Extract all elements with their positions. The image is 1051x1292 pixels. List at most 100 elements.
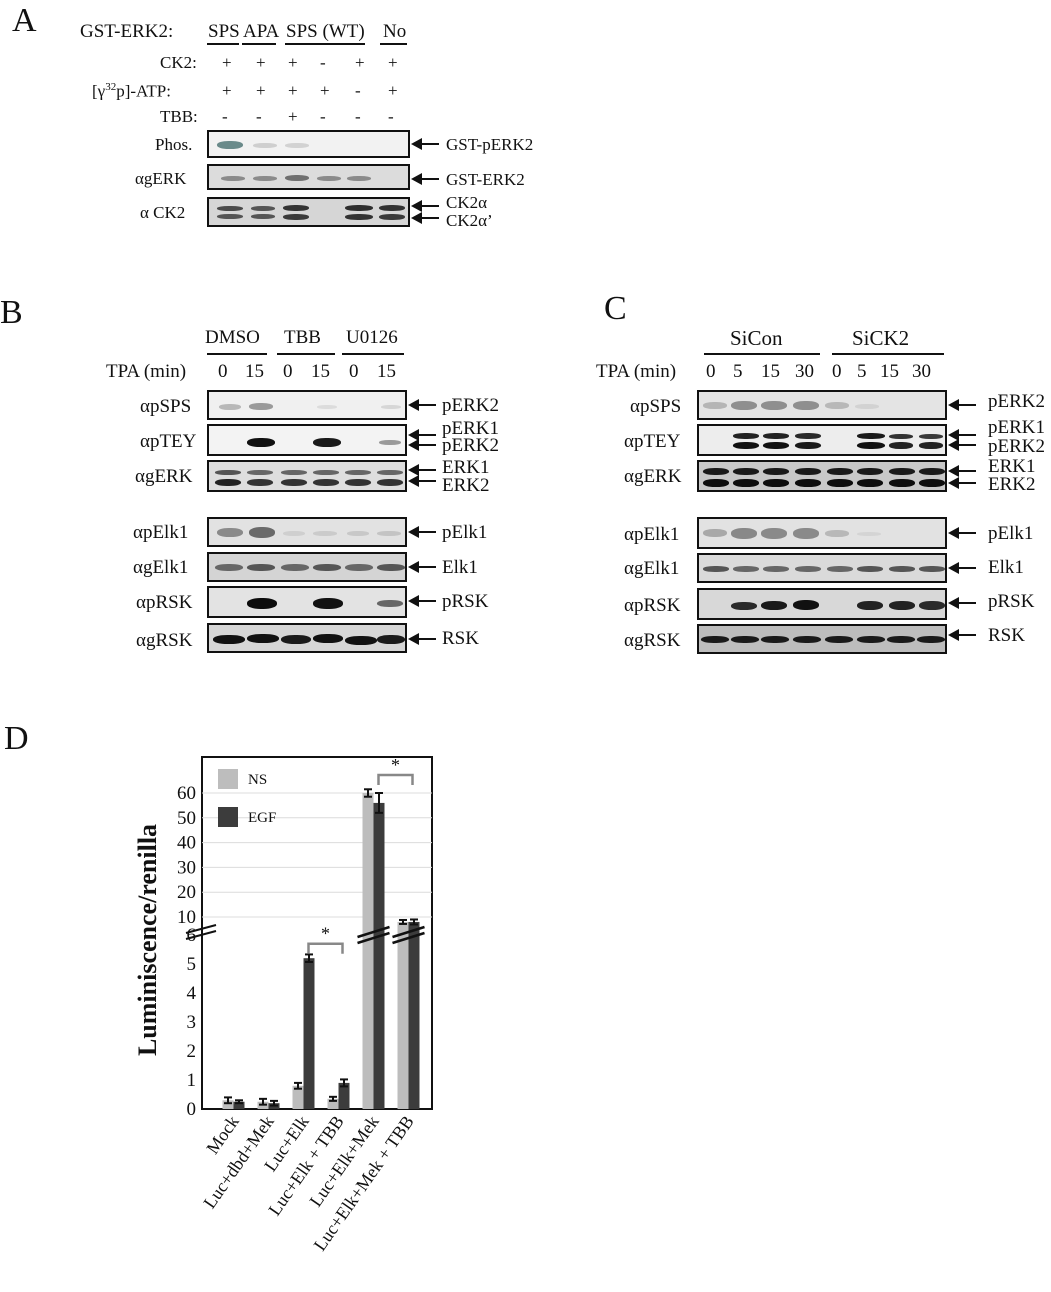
bar-ns (327, 1098, 339, 1109)
underline (380, 43, 407, 45)
group-apa: APA (243, 21, 280, 42)
sign: + (288, 107, 298, 126)
y-tick-label: 0 (187, 1099, 197, 1120)
sign: + (388, 81, 398, 100)
tbb-row-label: TBB: (160, 107, 198, 126)
c-label-apelk1: αpElk1 (624, 524, 680, 545)
group-no: No (383, 21, 407, 42)
b-label-aptey: αpTEY (140, 431, 197, 452)
time: 0 (706, 361, 716, 382)
sign: + (288, 53, 298, 72)
b-blot-gelk1 (207, 552, 407, 582)
c-label-agelk1: αgElk1 (624, 558, 680, 579)
sign: + (256, 53, 266, 72)
gst-erk2-label: GST-ERK2: (80, 21, 174, 42)
c-target-erk2: ERK2 (988, 474, 1036, 495)
time: 0 (283, 361, 293, 382)
arrow (948, 629, 976, 641)
blot-ck2 (207, 197, 410, 227)
b-blot-gerk (207, 460, 407, 492)
c-target-perk2: pERK2 (988, 391, 1045, 412)
blot-label-ack2: α CK2 (140, 203, 186, 222)
atp-row-label: [γ32p]-ATP: (92, 81, 171, 101)
b-blot-pelk1 (207, 517, 407, 547)
panel-a-letter: A (12, 2, 37, 39)
sign: - (320, 107, 326, 126)
time: 0 (218, 361, 228, 382)
sign: - (355, 107, 361, 126)
target-ck2a: CK2α (446, 193, 488, 212)
arrow (408, 439, 436, 451)
underline (704, 353, 820, 355)
arrow (408, 595, 436, 607)
sign: + (222, 81, 232, 100)
c-target-prsk: pRSK (988, 591, 1035, 612)
b-label-agrsk: αgRSK (136, 630, 193, 651)
target-gst-perk2: GST-pERK2 (446, 135, 534, 154)
bar-ns (362, 793, 374, 1109)
c-target-rsk: RSK (988, 625, 1025, 646)
y-tick-label: 1 (187, 1070, 197, 1091)
y-tick-label: 50 (177, 808, 196, 829)
legend-swatch (218, 769, 238, 789)
c-target-elk1: Elk1 (988, 557, 1024, 578)
c-label-agrsk: αgRSK (624, 630, 681, 651)
b-target-prsk: pRSK (442, 591, 489, 612)
c-blot-ptey (697, 424, 947, 456)
bar-break-mark (392, 931, 425, 945)
sign: - (388, 107, 394, 126)
y-tick-label: 40 (177, 833, 196, 854)
bar-break-mark (357, 925, 390, 939)
c-blot-pelk1 (697, 517, 947, 549)
b-target-erk1: ERK1 (442, 457, 490, 478)
y-tick-label: 60 (177, 783, 196, 804)
y-tick-label: 20 (177, 882, 196, 903)
significance-star: * (321, 924, 330, 944)
arrow (408, 475, 436, 487)
bar-egf (373, 802, 385, 1109)
axis-break-mark (185, 930, 217, 940)
arrow (948, 439, 976, 451)
sign: + (320, 81, 330, 100)
arrow (408, 399, 436, 411)
b-blot-ptey (207, 424, 407, 456)
b-label-aprsk: αpRSK (136, 592, 193, 613)
c-label-aptey: αpTEY (624, 431, 681, 452)
y-tick-label: 4 (187, 983, 197, 1004)
bar-egf (338, 1082, 350, 1109)
time: 5 (733, 361, 743, 382)
arrow (948, 477, 976, 489)
c-target-pelk1: pElk1 (988, 523, 1034, 544)
sign: - (222, 107, 228, 126)
legend-label: EGF (248, 810, 276, 826)
b-blot-psps (207, 390, 407, 420)
bar-ns (292, 1085, 304, 1109)
b-target-perk1: pERK1 (442, 418, 499, 439)
group-tbb: TBB (284, 327, 321, 348)
arrow (411, 173, 439, 185)
sign: - (256, 107, 262, 126)
group-sps: SPS (208, 21, 240, 42)
bar-egf (408, 921, 420, 1109)
underline (242, 43, 276, 45)
sign: - (355, 81, 361, 100)
significance-bracket (307, 942, 344, 954)
legend-label: NS (248, 772, 267, 788)
time: 15 (377, 361, 396, 382)
y-tick-label: 10 (177, 907, 196, 928)
tpa-label-c: TPA (min) (596, 361, 677, 382)
panel-c-letter: C (604, 290, 627, 327)
y-tick-label: 30 (177, 857, 196, 878)
c-blot-gelk1 (697, 553, 947, 583)
c-label-aprsk: αpRSK (624, 595, 681, 616)
b-target-erk2: ERK2 (442, 475, 490, 496)
blot-phos (207, 130, 410, 158)
bar-break-mark (392, 925, 425, 939)
bar-egf (233, 1101, 245, 1109)
sign: + (355, 53, 365, 72)
bar-ns (397, 921, 409, 1109)
b-blot-prsk (207, 586, 407, 618)
luminescence-bar-chart: Luminiscence/renilla 0 1 2 3 4 5 610 20 30 40 50 60… (133, 755, 433, 1254)
b-label-apsps: αpSPS (140, 396, 192, 417)
bar-ns (222, 1100, 234, 1109)
